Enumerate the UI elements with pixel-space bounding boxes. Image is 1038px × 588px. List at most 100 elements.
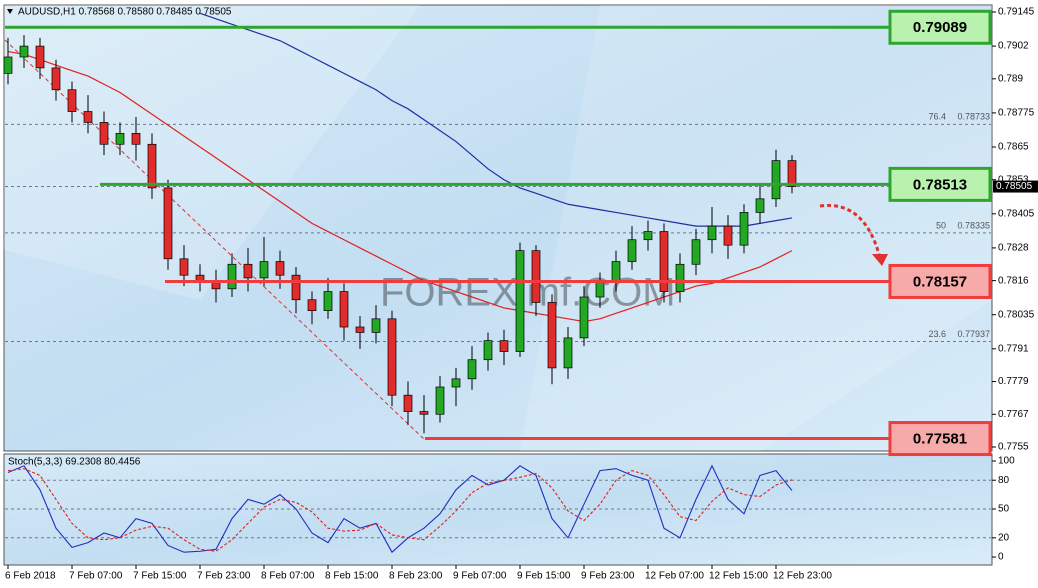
candle-body [307,299,317,311]
candle-body [355,326,365,333]
candle-body [595,280,605,298]
y-tick-label: 80 [998,475,1010,486]
bg-shape [4,5,420,300]
moving-average [7,50,793,323]
candle-body [755,198,765,213]
y-tick-label: 0.7853 [998,174,1029,185]
y-tick-label: 0.78035 [998,309,1035,320]
candle-body [323,291,333,311]
last-price-box [993,180,1038,193]
candle-body [627,239,637,262]
candle-body [131,133,141,145]
candle-body [147,143,157,189]
x-tick-label: 9 Feb 23:00 [581,571,635,582]
candle-body [387,318,397,396]
x-tick-label: 6 Feb 2018 [5,571,56,582]
y-tick-label: 0.78405 [998,208,1035,219]
candle-body [467,359,477,380]
menu-icon [7,9,13,14]
candle-body [787,160,797,187]
fib-price: 0.77937 [957,329,990,339]
y-tick-label: 0.7791 [998,343,1029,354]
y-tick-label: 0.7902 [998,41,1029,52]
x-tick-label: 8 Feb 23:00 [389,571,443,582]
candle-body [35,45,45,69]
y-tick-label: 100 [998,456,1015,467]
level-label: 0.78513 [913,176,967,193]
candle-body [659,231,669,292]
x-tick-label: 9 Feb 15:00 [517,571,571,582]
level-label: 0.79089 [913,19,967,36]
fib-ratio: 76.4 [928,112,946,122]
y-tick-label: 0.79145 [998,7,1035,18]
y-tick-label: 0 [998,552,1004,563]
x-tick-label: 12 Feb 15:00 [709,571,768,582]
candle-body [67,89,77,112]
last-price-label: 0.78505 [996,181,1033,192]
candle-body [115,133,125,145]
candle-body [339,291,349,328]
candle-body [3,56,13,74]
level-label: 0.77581 [913,431,967,448]
candle-body [611,261,621,281]
watermark: FOREXimf.COM [380,271,676,315]
candle-body [195,274,205,281]
candle-body [419,411,429,415]
symbol-header: AUDUSD,H1 0.78568 0.78580 0.78485 0.7850… [18,7,232,18]
candle-body [19,45,29,58]
y-tick-label: 0.7828 [998,243,1029,254]
candle-body [435,386,445,415]
candle-body [99,122,109,145]
candle-body [259,261,269,279]
x-tick-label: 7 Feb 07:00 [69,571,123,582]
y-tick-label: 20 [998,532,1010,543]
level-box [888,421,992,457]
candle-body [675,263,685,292]
candle-body [83,111,93,123]
candle-body [739,212,749,246]
fib-price: 0.78335 [957,220,990,230]
level-label: 0.78157 [913,273,967,290]
candle-body [243,263,253,279]
x-tick-label: 7 Feb 15:00 [133,571,187,582]
y-tick-label: 0.7865 [998,142,1029,153]
level-box [888,9,992,45]
y-tick-label: 0.7779 [998,376,1029,387]
y-tick-label: 0.7767 [998,409,1029,420]
candle-body [275,261,285,276]
candle-body [403,394,413,412]
fib-ratio: 23.6 [928,329,946,339]
x-tick-label: 12 Feb 23:00 [773,571,832,582]
candle-body [771,160,781,200]
x-tick-label: 8 Feb 15:00 [325,571,379,582]
candle-body [163,187,173,260]
stoch-line [7,468,793,552]
arrow-head [872,254,888,266]
x-tick-label: 12 Feb 07:00 [645,571,704,582]
y-tick-label: 0.78775 [998,108,1035,119]
stoch-line [7,464,793,554]
candle-body [483,340,493,361]
candle-body [563,337,573,369]
stoch-title: Stoch(5,3,3) 69.2308 80.4456 [8,457,141,468]
candle-body [291,274,301,301]
x-tick-label: 7 Feb 23:00 [197,571,251,582]
level-box [888,263,992,299]
candle-body [371,318,381,333]
y-tick-label: 0.7755 [998,442,1029,453]
fib-trend-line [4,39,426,441]
candle-body [515,250,525,352]
x-tick-label: 9 Feb 07:00 [453,571,507,582]
y-tick-label: 0.789 [998,73,1023,84]
candle-body [547,302,557,369]
candle-body [51,67,61,91]
arrow [819,203,882,259]
x-tick-label: 8 Feb 07:00 [261,571,315,582]
level-box [888,166,992,202]
candle-body [579,296,589,339]
candle-body [691,239,701,265]
candle-body [499,340,509,352]
y-tick-label: 0.7816 [998,275,1029,286]
